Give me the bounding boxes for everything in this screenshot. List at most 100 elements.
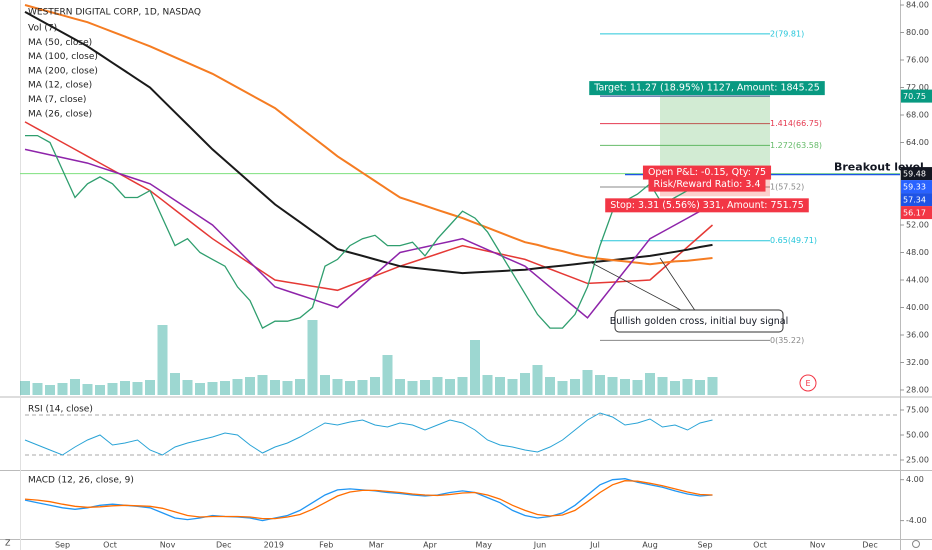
chart-title: WESTERN DIGITAL CORP, 1D, NASDAQ xyxy=(28,8,201,18)
fib-label: 0(35.22) xyxy=(770,336,804,345)
volume-bar xyxy=(707,377,718,395)
moving-average xyxy=(24,121,713,292)
volume-bar xyxy=(257,375,268,395)
y-tick-label: 80.00 xyxy=(906,28,929,37)
volume-bar xyxy=(182,380,193,395)
y-tick-label: 64.00 xyxy=(906,138,929,147)
earnings-icon-letter: E xyxy=(805,379,810,388)
position-label: Open P&L: -0.15, Qty: 75 xyxy=(648,167,766,178)
price-tag xyxy=(901,206,932,220)
volume-bar xyxy=(420,380,430,395)
main-layer: Sep Oct Nov Dec 2019 Feb Mar Apr May Jun Jul Aug Sep… xyxy=(20,1,929,550)
rsi-line xyxy=(24,412,713,456)
fib-label: 0.65(49.71) xyxy=(770,236,817,245)
volume-bar xyxy=(132,382,143,395)
y-tick-label: 44.00 xyxy=(906,275,929,284)
x-tick-label: Oct xyxy=(753,541,767,550)
volume-bar xyxy=(370,377,380,395)
price-tag xyxy=(901,193,932,207)
y-tick-label: 4.00 xyxy=(906,475,924,484)
volume-bar xyxy=(645,373,655,395)
volume-bar xyxy=(195,383,205,395)
position-label-box xyxy=(642,165,772,180)
volume-bar xyxy=(320,375,330,395)
x-tick-label: Nov xyxy=(160,541,176,550)
fib-label: 1(57.52) xyxy=(770,183,804,192)
y-tick-label: 28.00 xyxy=(906,385,929,394)
volume-bar xyxy=(95,385,105,395)
volume-bar xyxy=(570,379,580,395)
y-tick-label: 50.00 xyxy=(906,431,929,440)
x-tick-label: Apr xyxy=(423,541,438,550)
legend-entry: MA (26, close) xyxy=(28,109,92,119)
x-tick-label: Aug xyxy=(642,541,658,550)
volume-bar xyxy=(395,379,405,395)
position-label: Risk/Reward Ratio: 3.4 xyxy=(653,179,760,190)
volume-layer xyxy=(20,320,718,395)
price-tag-label: 70.75 xyxy=(903,92,926,101)
callout-arrow xyxy=(589,261,697,319)
overlay-layer: Target: 11.27 (18.95%) 1127, Amount: 184… xyxy=(28,8,932,220)
volume-bar xyxy=(620,379,630,395)
legend-entry: MA (12, close) xyxy=(28,81,92,91)
y-tick-label: 48.00 xyxy=(906,248,929,257)
price-line xyxy=(25,134,713,330)
x-tick-label: Sep xyxy=(55,541,70,550)
volume-bar xyxy=(207,382,218,395)
x-tick-label: Dec xyxy=(216,541,231,550)
scale-icon[interactable]: Z xyxy=(5,539,11,548)
volume-bar xyxy=(532,365,543,395)
volume-bar xyxy=(245,377,255,395)
volume-bar xyxy=(445,379,455,395)
x-tick-label: May xyxy=(475,541,492,550)
legend-entry: MA (7, close) xyxy=(28,95,86,105)
legend-entry: MA (50, close) xyxy=(28,38,92,48)
settings-icon[interactable] xyxy=(912,540,920,548)
volume-bar xyxy=(57,383,68,395)
volume-bar xyxy=(107,383,118,395)
volume-bar xyxy=(545,377,555,395)
legend-entry: MA (100, close) xyxy=(28,52,98,62)
callout-text: Bullish golden cross, initial buy signal xyxy=(610,316,788,327)
volume-bar xyxy=(307,320,318,395)
callout-box xyxy=(614,309,784,333)
earnings-icon[interactable] xyxy=(799,374,817,392)
position-label: Target: 11.27 (18.95%) 1127, Amount: 184… xyxy=(593,83,820,94)
y-tick-label: 25.00 xyxy=(906,456,929,465)
y-tick-label: 36.00 xyxy=(906,330,929,339)
price-tag-label: 59.48 xyxy=(903,170,926,179)
volume-bar xyxy=(595,375,605,395)
volume-bar xyxy=(470,340,480,395)
x-tick-label: Feb xyxy=(319,541,333,550)
volume-bar xyxy=(282,381,293,395)
x-tick-label: Oct xyxy=(103,541,117,550)
volume-bar xyxy=(632,380,643,395)
volume-bar xyxy=(32,383,43,395)
x-tick-label: 2019 xyxy=(264,541,284,550)
x-tick-label: Jul xyxy=(589,541,600,550)
volume-bar xyxy=(145,380,155,395)
x-tick-label: Dec xyxy=(862,541,877,550)
volume-bar xyxy=(682,379,693,395)
volume-bar xyxy=(82,384,93,395)
volume-bar xyxy=(670,381,680,395)
x-tick-label: Nov xyxy=(810,541,826,550)
y-tick-label: 76.00 xyxy=(906,56,929,65)
volume-bar xyxy=(382,355,393,395)
volume-bar xyxy=(220,381,230,395)
volume-bar xyxy=(657,377,668,395)
volume-bar xyxy=(507,379,518,395)
legend-entry: Vol (7) xyxy=(28,24,57,34)
x-tick-label: Jun xyxy=(533,541,547,550)
volume-bar xyxy=(232,379,243,395)
position-label-box xyxy=(605,198,809,213)
volume-bar xyxy=(295,379,305,395)
fib-label: 2(79.81) xyxy=(770,29,804,38)
x-tick-label: Mar xyxy=(369,541,385,550)
target-zone xyxy=(660,96,770,174)
volume-bar xyxy=(45,385,55,395)
position-label-box xyxy=(589,81,825,96)
volume-bar xyxy=(557,381,568,395)
volume-bar xyxy=(332,379,343,395)
volume-bar xyxy=(70,379,80,395)
